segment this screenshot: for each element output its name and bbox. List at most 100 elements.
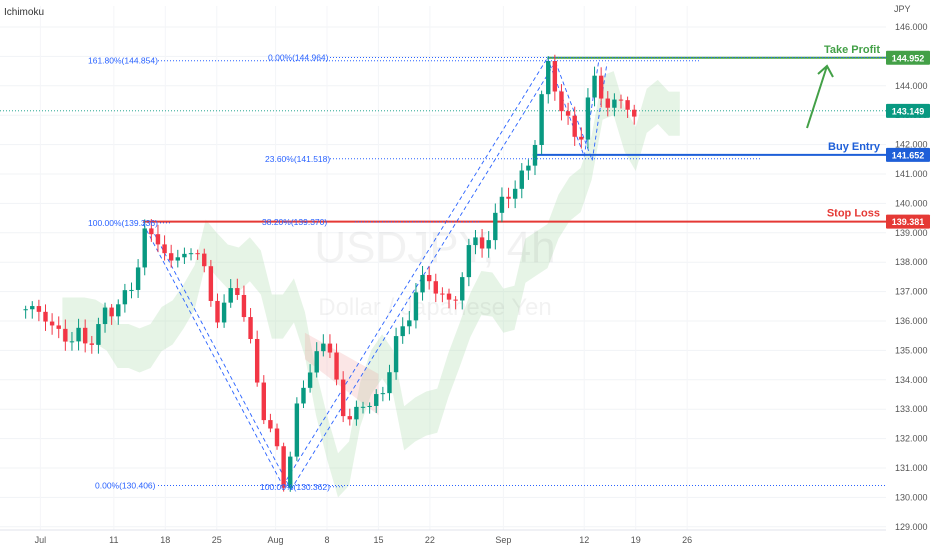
candle-body: [380, 393, 386, 395]
candle-body: [347, 416, 352, 420]
candle-body: [340, 379, 346, 417]
candle-body: [466, 245, 472, 278]
candle-body: [248, 317, 253, 339]
fib-label: 100.00%(130.362): [260, 482, 330, 492]
candle-body: [393, 336, 399, 373]
price-tag-label: 143.149: [892, 106, 925, 116]
price-tags: 144.952 143.149 141.652 139.381: [886, 50, 930, 229]
y-tick-label: 133.000: [895, 404, 928, 414]
candle-body: [168, 253, 174, 261]
candle-body: [598, 75, 604, 99]
candle-body: [195, 253, 200, 255]
x-tick-label: 22: [425, 535, 435, 545]
candle-body: [76, 327, 81, 342]
candle-body: [440, 293, 445, 295]
candle-body: [532, 145, 538, 166]
pattern-leg: [583, 59, 600, 157]
candle-body: [135, 267, 141, 290]
price-tag: [886, 103, 930, 118]
candle-body: [387, 372, 392, 394]
pattern-leg-parallel: [591, 63, 608, 161]
candle-body: [221, 302, 227, 323]
candle-body: [559, 91, 564, 112]
x-tick-label: 18: [160, 535, 170, 545]
candle-body: [321, 343, 326, 352]
y-tick-label: 139.000: [895, 228, 928, 238]
candle-body: [526, 165, 531, 171]
candle-body: [579, 136, 584, 140]
candle-body: [473, 237, 478, 246]
candle-body: [129, 289, 134, 291]
y-tick-label: 130.000: [895, 492, 928, 502]
y-tick-label: 129.000: [895, 522, 928, 532]
candle-body: [182, 253, 187, 258]
price-levels: Take Profit Buy Entry Stop Loss: [0, 44, 886, 223]
price-tag: [886, 50, 930, 65]
pattern-leg-parallel: [150, 227, 292, 490]
candle-body: [605, 98, 610, 108]
level-label: Take Profit: [824, 44, 880, 56]
candle-body: [274, 428, 280, 447]
candle-body: [89, 343, 94, 345]
harmonic-pattern: [142, 57, 608, 490]
candle-body: [23, 309, 28, 311]
candle-body: [294, 403, 300, 457]
candle-body: [446, 293, 452, 300]
candle-body: [585, 97, 591, 140]
candle-body: [102, 307, 108, 325]
candle-body: [149, 228, 154, 235]
x-tick-label: Sep: [495, 535, 511, 545]
candles: [23, 54, 637, 492]
x-tick-label: 12: [579, 535, 589, 545]
y-tick-label: 146.000: [895, 22, 928, 32]
candle-body: [413, 292, 419, 321]
x-tick-label: 11: [109, 535, 118, 545]
x-tick-label: Aug: [268, 535, 284, 545]
candle-body: [539, 94, 544, 146]
y-tick-label: 134.000: [895, 375, 928, 385]
candle-body: [592, 75, 597, 98]
x-tick-label: 19: [631, 535, 641, 545]
y-tick-label: 142.000: [895, 140, 928, 150]
candle-body: [354, 406, 359, 420]
level-label: Stop Loss: [827, 208, 880, 220]
candle-body: [307, 372, 313, 388]
x-axis: Jul 11 18 25 Aug 8 15 22 Sep 12 19 26: [0, 529, 886, 545]
candle-body: [261, 382, 266, 421]
fib-label: 0.00%(130.406): [95, 480, 156, 490]
candle-body: [367, 405, 372, 407]
candle-body: [506, 196, 511, 199]
candle-body: [460, 277, 465, 301]
indicator-label: Ichimoku: [4, 7, 44, 18]
y-tick-label: 137.000: [895, 287, 928, 297]
fib-label: 100.00%(139.336): [88, 218, 158, 228]
candle-body: [281, 446, 286, 488]
candle-body: [572, 115, 577, 137]
level-label: Buy Entry: [828, 141, 881, 153]
price-tag-label: 139.381: [892, 217, 925, 227]
candle-body: [314, 351, 319, 373]
candle-body: [162, 244, 167, 254]
candle-body: [499, 196, 505, 213]
cloud-area: [62, 71, 680, 498]
watermark-description: Dollar / Japanese Yen: [318, 294, 552, 321]
candle-body: [49, 321, 55, 326]
candle-body: [142, 228, 147, 268]
y-tick-label: 141.000: [895, 169, 928, 179]
y-tick-label: 144.000: [895, 81, 928, 91]
candle-body: [400, 326, 405, 337]
candle-body: [56, 325, 61, 329]
candle-body: [625, 100, 630, 110]
watermark-symbol: USDJPY, 4h: [314, 223, 555, 272]
candle-body: [512, 188, 518, 199]
y-tick-label: 132.000: [895, 434, 928, 444]
candle-body: [155, 234, 161, 245]
currency-label: JPY: [894, 4, 911, 14]
candle-body: [632, 109, 637, 117]
candle-body: [519, 170, 524, 189]
y-axis: 129.000 130.000 131.000 132.000 133.000 134.0…: [895, 22, 928, 532]
candle-body: [43, 311, 48, 322]
fib-label: 23.60%(141.518): [265, 154, 330, 164]
x-tick-label: 25: [212, 535, 222, 545]
